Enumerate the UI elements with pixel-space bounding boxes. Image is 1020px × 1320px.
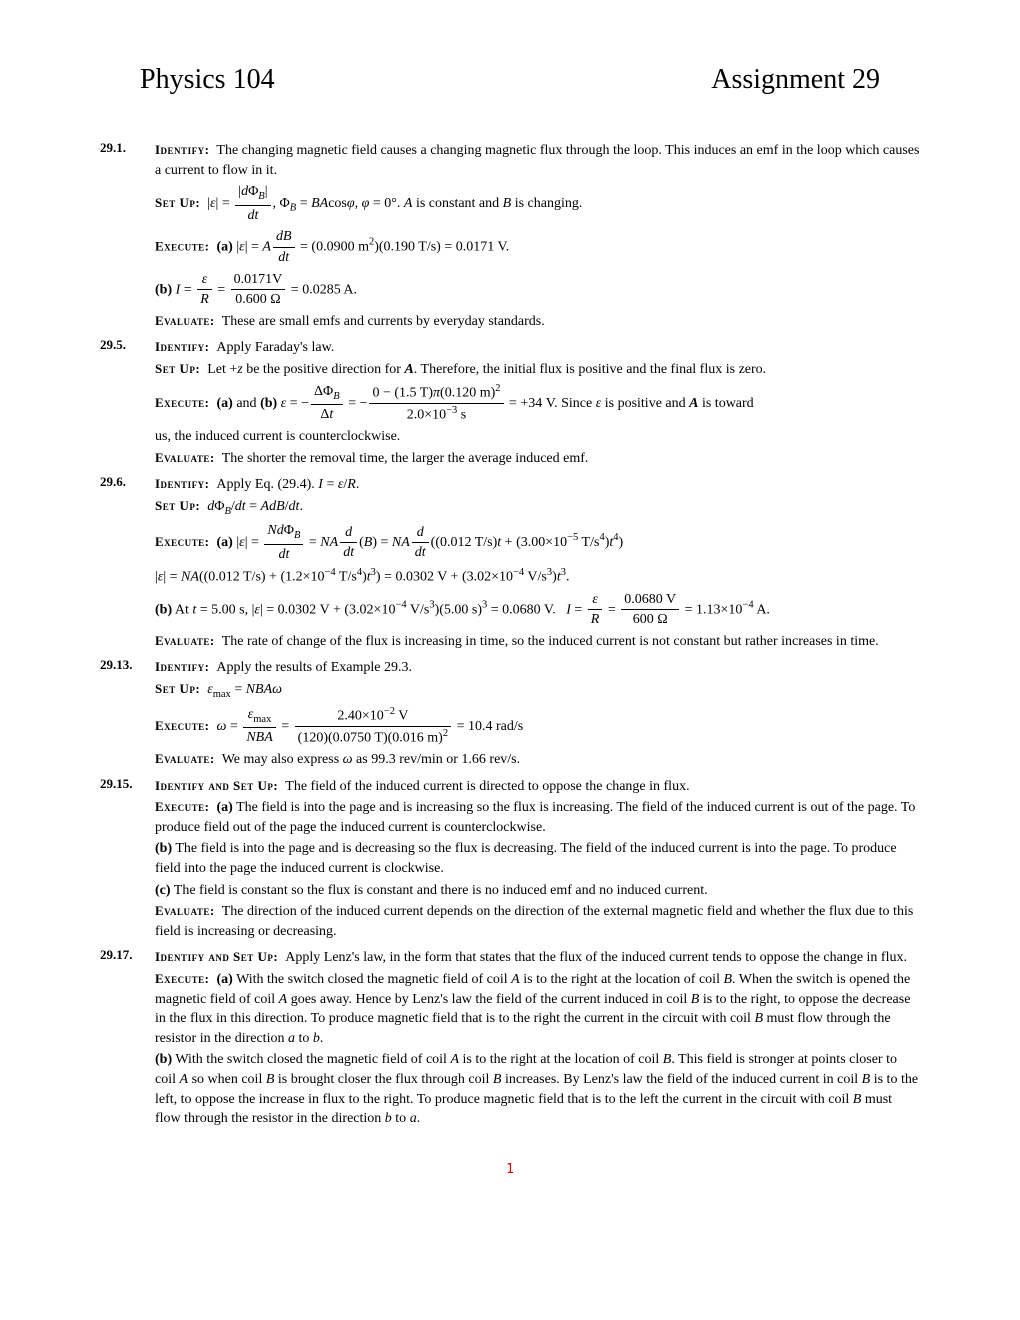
problem-29-1: 29.1. Identify: The changing magnetic fi… [100,139,920,333]
identify-label: Identify: [155,142,209,157]
setup-label: Set Up: [155,498,200,513]
problem-number: 29.15. [100,775,155,944]
execute-label: Execute: [155,534,210,549]
identify-setup-text: The field of the induced current is dire… [285,779,689,794]
assignment-title: Assignment 29 [711,60,880,99]
problem-29-5: 29.5. Identify: Apply Faraday's law. Set… [100,336,920,470]
problem-body: Identify: The changing magnetic field ca… [155,139,920,333]
evaluate-label: Evaluate: [155,633,215,648]
exec-tail: us, the induced current is counterclockw… [155,427,920,447]
problem-body: Identify: Apply Faraday's law. Set Up: L… [155,336,920,470]
setup-label: Set Up: [155,361,200,376]
setup-label: Set Up: [155,195,200,210]
identify-setup-label: Identify and Set Up: [155,949,278,964]
evaluate-text: The rate of change of the flux is increa… [222,634,879,649]
execute-label: Execute: [155,718,210,733]
evaluate-label: Evaluate: [155,903,215,918]
problem-number: 29.5. [100,336,155,470]
evaluate-label: Evaluate: [155,313,215,328]
problem-number: 29.1. [100,139,155,333]
execute-label: Execute: [155,799,210,814]
identify-text: The changing magnetic field causes a cha… [155,143,919,178]
problem-29-6: 29.6. Identify: Apply Eq. (29.4). I = ε/… [100,473,920,653]
identify-text: Apply the results of Example 29.3. [216,660,412,675]
evaluate-label: Evaluate: [155,450,215,465]
problem-number: 29.17. [100,946,155,1130]
evaluate-text: These are small emfs and currents by eve… [222,314,545,329]
problem-number: 29.6. [100,473,155,653]
identify-setup-label: Identify and Set Up: [155,778,278,793]
problem-29-17: 29.17. Identify and Set Up: Apply Lenz's… [100,946,920,1130]
execute-label: Execute: [155,239,210,254]
evaluate-text: The shorter the removal time, the larger… [222,451,589,466]
identify-label: Identify: [155,659,209,674]
setup-label: Set Up: [155,681,200,696]
problem-body: Identify and Set Up: The field of the in… [155,775,920,944]
course-title: Physics 104 [140,60,275,99]
problem-body: Identify: Apply the results of Example 2… [155,656,920,771]
problem-29-13: 29.13. Identify: Apply the results of Ex… [100,656,920,771]
identify-label: Identify: [155,476,209,491]
identify-label: Identify: [155,339,209,354]
evaluate-label: Evaluate: [155,751,215,766]
identify-text: Apply Faraday's law. [216,340,334,355]
evaluate-text: The direction of the induced current dep… [155,904,913,939]
problem-number: 29.13. [100,656,155,771]
page-number: 1 [100,1161,920,1179]
identify-setup-text: Apply Lenz's law, in the form that state… [285,950,907,965]
problem-body: Identify: Apply Eq. (29.4). I = ε/R. Set… [155,473,920,653]
problem-body: Identify and Set Up: Apply Lenz's law, i… [155,946,920,1130]
execute-label: Execute: [155,395,210,410]
title-row: Physics 104 Assignment 29 [100,60,920,99]
execute-label: Execute: [155,971,210,986]
problem-29-15: 29.15. Identify and Set Up: The field of… [100,775,920,944]
